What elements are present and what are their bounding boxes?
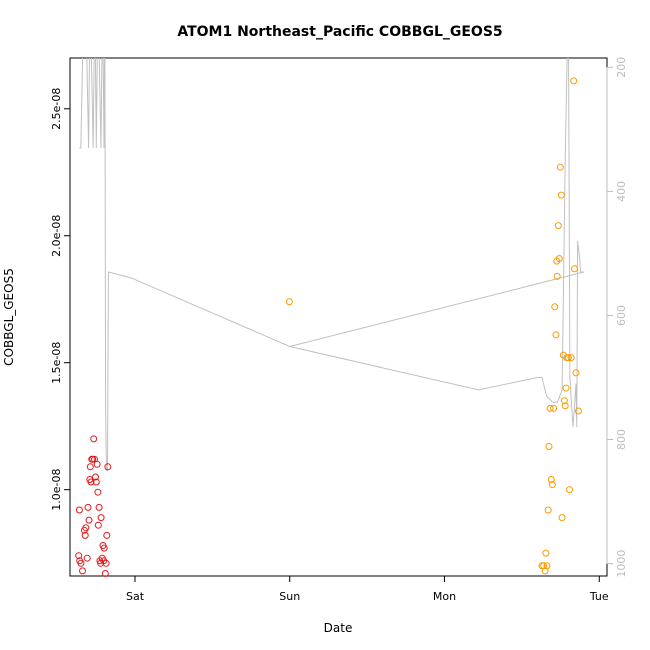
data-point-series-2 [574, 407, 582, 415]
data-point-series-1 [75, 552, 83, 560]
x-tick-label: Mon [433, 590, 456, 603]
y2-tick-label: 400 [615, 181, 628, 202]
y2-tick-label: 800 [615, 429, 628, 450]
data-point-series-2 [550, 404, 558, 412]
data-point-series-2 [551, 303, 559, 311]
data-point-series-2 [558, 514, 566, 522]
x-axis: Sat Sun Mon Tue [126, 575, 609, 603]
x-tick-label: Sat [126, 590, 145, 603]
y2-axis: 200 400 600 800 1000 [606, 57, 628, 578]
y-axis: 1.0e-08 1.5e-08 2.0e-08 2.5e-08 [50, 88, 71, 511]
data-point-series-1 [92, 473, 99, 481]
y-axis-label: COBBGL_GEOS5 [2, 268, 16, 366]
data-point-series-2 [567, 354, 575, 362]
y2-tick-label: 1000 [615, 550, 628, 578]
data-point-series-2 [572, 369, 580, 377]
points-layer [75, 77, 582, 577]
data-point-series-1 [82, 524, 90, 532]
x-tick-label: Tue [589, 590, 609, 603]
data-point-series-1 [85, 516, 93, 524]
data-point-series-2 [542, 549, 550, 557]
data-point-series-2 [546, 404, 554, 412]
data-point-series-1 [95, 503, 103, 511]
data-point-series-2 [560, 397, 568, 405]
data-point-series-1 [81, 531, 89, 539]
data-point-series-1 [102, 559, 110, 567]
pressure-line [79, 58, 584, 471]
plot-frame [69, 57, 608, 577]
data-point-series-2 [570, 77, 578, 85]
data-point-series-2 [544, 506, 552, 514]
data-point-series-2 [553, 272, 561, 280]
data-point-series-2 [571, 265, 578, 273]
data-point-series-1 [93, 460, 101, 468]
data-point-series-1 [87, 478, 95, 486]
data-point-series-2 [543, 562, 551, 570]
data-point-series-1 [77, 559, 85, 567]
data-point-series-2 [552, 331, 560, 339]
data-point-series-2 [557, 191, 565, 199]
data-point-series-1 [92, 478, 100, 486]
data-point-series-1 [97, 514, 105, 522]
y2-tick-label: 200 [615, 57, 628, 78]
data-point-series-2 [548, 481, 556, 489]
data-point-series-1 [86, 463, 94, 471]
data-point-series-2 [285, 298, 293, 306]
data-point-series-1 [101, 570, 109, 577]
data-point-series-2 [564, 354, 572, 362]
data-point-series-1 [75, 506, 83, 514]
data-point-series-1 [84, 503, 92, 511]
data-point-series-2 [554, 222, 562, 230]
y-tick-label: 1.5e-08 [50, 342, 63, 384]
data-point-series-2 [547, 476, 555, 483]
data-point-series-2 [555, 255, 563, 263]
y-tick-label: 2.5e-08 [50, 88, 63, 130]
data-point-series-2 [540, 562, 548, 570]
data-point-series-1 [100, 544, 108, 552]
data-point-series-1 [94, 488, 102, 496]
data-point-series-2 [561, 402, 569, 410]
data-point-series-1 [104, 463, 112, 471]
chart-title: ATOM1 Northeast_Pacific COBBGL_GEOS5 [177, 24, 502, 40]
data-point-series-1 [83, 554, 91, 562]
data-point-series-1 [79, 567, 86, 575]
y2-tick-label: 600 [615, 305, 628, 326]
data-point-series-2 [545, 443, 553, 450]
data-point-series-1 [103, 531, 111, 539]
y-tick-label: 1.0e-08 [50, 469, 63, 511]
data-point-series-1 [94, 521, 102, 529]
data-point-series-1 [90, 435, 98, 443]
data-point-series-2 [556, 163, 564, 171]
data-point-series-2 [566, 486, 573, 494]
y-tick-label: 2.0e-08 [50, 215, 63, 257]
pressure-line-layer [79, 58, 584, 471]
data-point-series-2 [562, 384, 570, 392]
x-axis-label: Date [324, 621, 353, 635]
x-tick-label: Sun [279, 590, 300, 603]
